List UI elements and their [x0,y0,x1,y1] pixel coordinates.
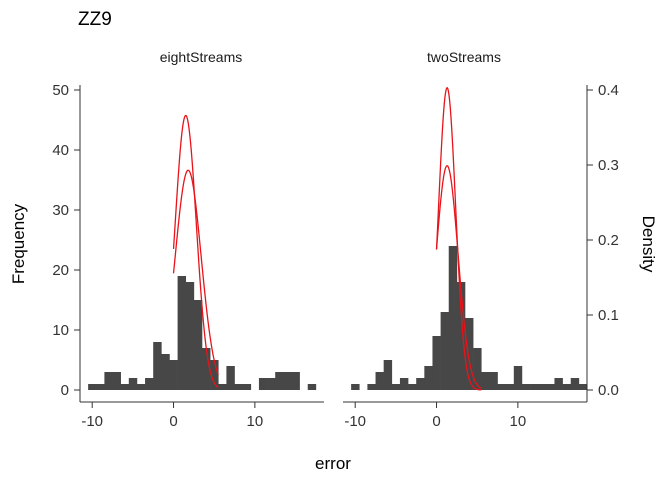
histogram-bar [416,378,425,390]
histogram-bar [391,384,401,390]
histogram-bar [554,378,563,390]
histogram-bar [456,282,466,390]
histogram-bar [383,360,393,390]
density-curve [435,87,482,391]
histogram-bar [234,384,243,390]
x-axis-title: error [315,454,351,473]
histogram-bar [202,348,211,390]
y-tick-label: 20 [52,262,69,279]
chart-title: ZZ9 [78,9,112,30]
histogram-bar [497,384,506,390]
y-right-tick-label: 0.3 [598,157,619,174]
histogram-bar [367,384,376,390]
histogram-bar [513,366,523,390]
histogram-bar [440,312,450,390]
strip-label-eightstreams: eightStreams [160,49,242,65]
histogram-bar [351,384,360,390]
histogram-bar [120,384,130,390]
histogram-bar [136,384,146,390]
y-axis-right-title: Density [639,216,658,273]
x-tick-label: 0 [169,413,177,430]
histogram-bar [210,360,219,390]
y-tick-label: 10 [52,322,69,339]
histogram-bar [578,384,588,390]
histogram-bar [546,384,555,390]
histogram-bar [267,378,276,390]
histogram-bar [375,372,384,390]
density-curve [172,169,219,376]
curves-twostreams [435,87,482,391]
histogram-bar [424,366,433,390]
bars-eightstreams [88,276,317,390]
histogram-bar [408,384,417,390]
histogram-bar [505,384,515,390]
histogram-bar [153,342,162,390]
histogram-bar [88,384,97,390]
histogram-bar [161,354,170,390]
histogram-bar [275,372,284,390]
histogram-bar [481,372,490,390]
histogram-bar [283,372,292,390]
histogram-bar [570,378,580,390]
histogram-bar [538,384,547,390]
histogram-bar [530,384,539,390]
histogram-bar [521,384,531,390]
histogram-bar [291,372,300,390]
histogram-bar [226,366,235,390]
x-tick-label: -10 [81,413,103,430]
histogram-bar [473,348,482,390]
histogram-bar [193,300,203,390]
histogram-bar [307,384,317,390]
x-ticks-right: -10 0 10 [344,402,526,430]
histogram-bar [185,282,195,390]
strip-label-twostreams: twoStreams [427,49,501,65]
histogram-bar [104,372,113,390]
x-tick-label: 0 [432,413,440,430]
panel-eightstreams: eightStreams 0 10 20 30 40 50 -10 0 10 [52,49,324,430]
x-tick-label: -10 [344,413,366,430]
histogram-bar [169,360,178,390]
histogram-bar [177,276,187,390]
histogram-bar [258,378,268,390]
histogram-bar [96,384,105,390]
y-right-tick-label: 0.4 [598,82,619,99]
y-tick-label: 50 [52,82,69,99]
y-axis-title: Frequency [9,203,28,284]
x-ticks-left: -10 0 10 [81,402,263,430]
histogram-bar [489,372,498,390]
y-tick-label: 0 [61,382,69,399]
histogram-bar [465,318,474,390]
density-curve [172,114,219,389]
y-right-tick-label: 0.0 [598,382,619,399]
panel-twostreams: twoStreams 0.0 0.1 0.2 0.3 0.4 -10 0 10 [343,49,619,430]
x-tick-label: 10 [247,413,264,430]
histogram-bar [399,378,409,390]
histogram-bar [242,384,252,390]
bars-twostreams [351,246,588,390]
curves-eightstreams [172,114,219,389]
histogram-bar [432,336,441,390]
histogram-bar [448,246,458,390]
y-ticks-right: 0.0 0.1 0.2 0.3 0.4 [587,82,619,399]
y-right-tick-label: 0.2 [598,232,619,249]
y-tick-label: 30 [52,202,69,219]
histogram-bar [145,378,154,390]
histogram-bar [218,384,227,390]
histogram-bar [128,378,138,390]
density-curve [435,165,482,389]
histogram-bar [562,384,572,390]
histogram-bar [112,372,121,390]
y-right-tick-label: 0.1 [598,307,619,324]
y-tick-label: 40 [52,142,69,159]
y-ticks-left: 0 10 20 30 40 50 [52,82,80,399]
x-tick-label: 10 [510,413,527,430]
